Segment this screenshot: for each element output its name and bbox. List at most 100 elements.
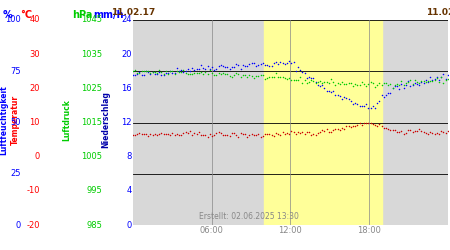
Point [396, 86, 403, 90]
Point [444, 73, 450, 77]
Point [314, 83, 321, 87]
Point [198, 70, 205, 74]
Point [153, 71, 161, 75]
Point [255, 74, 262, 78]
Point [250, 76, 257, 80]
Point [129, 133, 136, 137]
Point [312, 133, 319, 137]
Text: 995: 995 [86, 186, 102, 195]
Point [341, 127, 348, 131]
Point [204, 135, 211, 139]
Point [351, 82, 359, 86]
Point [336, 82, 343, 86]
Point [134, 72, 141, 76]
Point [217, 131, 225, 135]
Point [393, 130, 400, 134]
Point [239, 73, 247, 77]
Point [274, 62, 282, 66]
Point [134, 132, 141, 136]
Point [358, 104, 365, 108]
Point [420, 81, 427, 85]
Point [363, 84, 370, 88]
Point [415, 127, 423, 131]
Point [202, 67, 209, 71]
Point [180, 131, 187, 135]
Point [151, 70, 158, 73]
Point [328, 78, 335, 82]
Text: Temperatur: Temperatur [11, 95, 20, 145]
Point [332, 84, 339, 87]
Point [151, 132, 158, 136]
Point [385, 127, 392, 131]
Point [237, 131, 244, 135]
Point [396, 130, 403, 134]
Text: %: % [3, 10, 13, 20]
Point [277, 75, 284, 79]
Point [182, 130, 189, 134]
Point [136, 71, 143, 75]
Point [380, 82, 387, 86]
Point [248, 74, 255, 78]
Point [142, 132, 149, 136]
Point [440, 81, 447, 85]
Point [329, 89, 337, 93]
Point [138, 73, 145, 77]
Point [279, 75, 286, 79]
Point [246, 133, 253, 137]
Point [140, 69, 147, 73]
Point [301, 132, 308, 136]
Point [228, 131, 235, 135]
Point [244, 64, 251, 68]
Point [140, 132, 147, 136]
Point [147, 132, 154, 136]
Point [319, 83, 326, 87]
Point [191, 131, 198, 135]
Point [316, 130, 324, 134]
Point [131, 133, 139, 137]
Point [374, 83, 381, 87]
Point [261, 132, 269, 136]
Point [153, 72, 161, 76]
Point [206, 67, 213, 71]
Point [442, 76, 449, 80]
Point [252, 64, 260, 68]
Point [193, 71, 200, 75]
Point [363, 122, 370, 126]
Point [387, 82, 394, 86]
Point [378, 83, 385, 87]
Point [264, 62, 271, 66]
Point [173, 70, 180, 73]
Point [180, 68, 187, 72]
Point [235, 63, 242, 67]
Point [129, 69, 136, 73]
Point [213, 131, 220, 135]
Point [329, 128, 337, 132]
Point [151, 72, 158, 76]
Point [200, 66, 207, 70]
Point [380, 126, 387, 130]
Point [350, 84, 357, 87]
Point [343, 96, 350, 100]
Point [138, 69, 145, 73]
Point [277, 60, 284, 64]
Point [413, 80, 420, 84]
Point [343, 124, 350, 128]
Point [376, 98, 383, 102]
Point [255, 132, 262, 136]
Point [382, 126, 390, 130]
Point [413, 82, 420, 86]
Point [433, 76, 441, 80]
Point [160, 72, 167, 76]
Point [198, 63, 205, 67]
Point [272, 71, 279, 75]
Point [418, 79, 425, 83]
Point [268, 64, 275, 68]
Point [237, 74, 244, 78]
Point [286, 76, 293, 80]
Point [233, 62, 240, 66]
Point [329, 80, 337, 84]
Point [402, 82, 410, 86]
Point [176, 70, 183, 74]
Point [257, 73, 264, 77]
Point [422, 131, 429, 135]
